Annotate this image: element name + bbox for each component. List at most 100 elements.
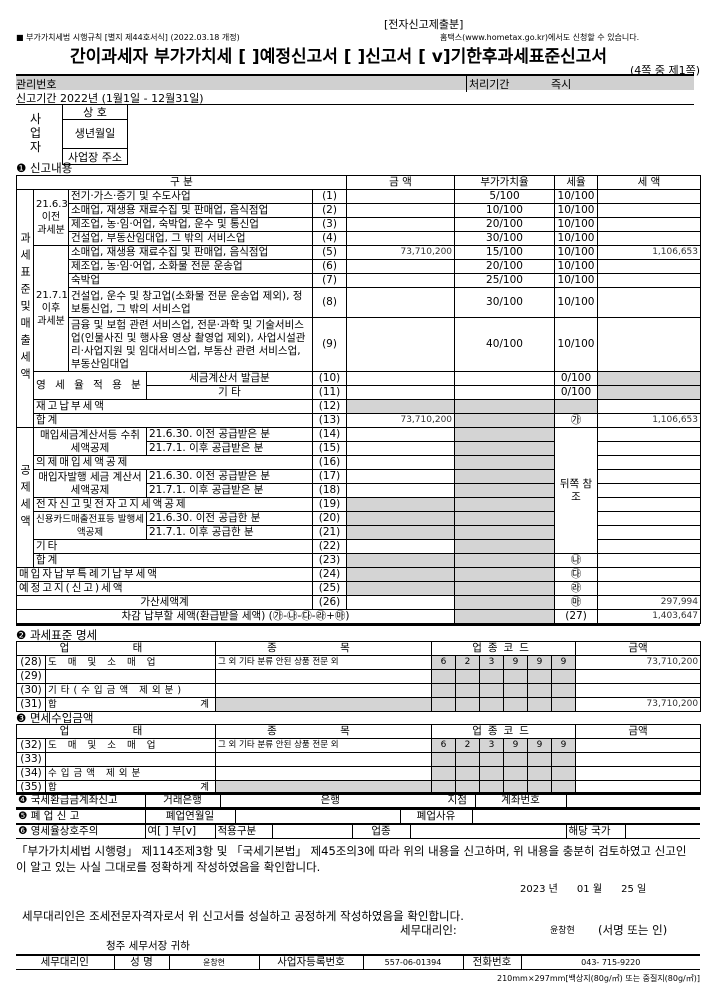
apply-type-label: 적용구분 bbox=[214, 823, 273, 839]
account-number-field bbox=[565, 792, 700, 808]
table-row: 제조업, 농·임·어업, 숙박업, 운수 및 통신업 (3) 20/100 10/10… bbox=[17, 217, 702, 232]
line-number: (30) bbox=[16, 683, 46, 698]
item bbox=[215, 669, 433, 684]
amount-cell: 73,710,200 bbox=[346, 413, 456, 428]
header-business-type: 업 태 bbox=[15, 641, 217, 656]
table-row: 차감 납부할 세액(환급받을 세액) (㉮-㉯-㉰-㉱+㉲) (27) 1,403,… bbox=[15, 609, 702, 624]
table-row: 건설업, 운수 및 창고업(소화물 전문 운송업 제외), 정보통신업, 그 밖… bbox=[17, 287, 702, 318]
vat-rate-cell bbox=[454, 497, 556, 512]
tax-cell bbox=[597, 259, 702, 274]
registration-number: 557-06-01394 bbox=[362, 954, 464, 970]
processing-period-label: 처리기간 bbox=[466, 76, 509, 92]
vat-rate-cell bbox=[454, 525, 556, 540]
category-desc: 건설업, 운수 및 창고업(소화물 전문 운송업 제외), 정보통신업, 그 밖… bbox=[68, 287, 313, 318]
invoice-deduction-label: 매입세금계산서등 수취세액공제 bbox=[33, 427, 147, 456]
table-row: (33) bbox=[16, 752, 702, 767]
vat-rate-cell bbox=[454, 609, 556, 624]
header-category: 구 분 bbox=[15, 175, 348, 190]
line-number: (8) bbox=[311, 287, 348, 318]
vat-rate-cell: 10/100 bbox=[454, 203, 556, 218]
agent-signature-name: 윤창현 bbox=[550, 926, 575, 936]
section-1-title: ❶ 신고내용 bbox=[16, 161, 73, 175]
category-desc: 합계 bbox=[33, 553, 313, 568]
tax-rate-cell: 0/100 bbox=[554, 385, 599, 400]
table-row: (30) 기타(수입금액 제외분) bbox=[16, 683, 702, 698]
vat-rate-cell bbox=[454, 539, 556, 554]
category-desc: 의제매입세액공제 bbox=[33, 455, 313, 470]
header-tax: 세 액 bbox=[597, 175, 702, 190]
business-type: 도 매 및 소 매 업 bbox=[44, 655, 217, 670]
header-item: 종 목 bbox=[215, 724, 433, 739]
table-row: (31) 합 계 73,710,200 bbox=[16, 697, 702, 712]
tax-rate-cell: ㉯ bbox=[554, 553, 599, 568]
business-type: 합 계 bbox=[44, 697, 217, 712]
category-desc: 금융 및 보험 관련 서비스업, 전문·과학 및 기술서비스업(인물사진 및 행… bbox=[68, 317, 313, 372]
category-desc: 건설업, 부동산임대업, 그 밖의 서비스업 bbox=[68, 231, 313, 246]
industry-code-digit bbox=[551, 697, 577, 712]
industry-code-digit: 6 bbox=[431, 738, 457, 753]
industry-code-digit bbox=[527, 752, 553, 767]
amount-cell bbox=[346, 483, 456, 498]
industry-code-digit bbox=[527, 669, 553, 684]
industry-code-digit bbox=[551, 752, 577, 767]
line-number: (13) bbox=[311, 413, 348, 428]
industry-code-digit bbox=[479, 766, 505, 781]
industry-code-digit bbox=[455, 752, 481, 767]
item bbox=[215, 752, 433, 767]
table-row: 전자신고및전자고지세액공제 (19) bbox=[17, 497, 702, 512]
tax-rate-cell bbox=[554, 399, 599, 414]
electronic-filing-label: [전자신고제출분] bbox=[384, 18, 464, 31]
month-unit: 월 bbox=[592, 884, 603, 895]
category-desc: 21.6.30. 이전 공급한 분 bbox=[146, 511, 313, 526]
tax-cell: 1,106,653 bbox=[597, 413, 702, 428]
header-amount: 금 액 bbox=[346, 175, 456, 190]
category-desc: 매입자납부특례기납부세액 bbox=[16, 567, 313, 582]
tax-cell bbox=[597, 525, 702, 540]
amount-cell bbox=[575, 669, 702, 684]
industry-code-digit bbox=[431, 669, 457, 684]
bank-label: 거래은행 bbox=[144, 792, 221, 808]
filing-period: 신고기간 2022년 (1월1일 - 12월31일) bbox=[16, 92, 204, 105]
declaration-date: 2023 년 01 월 25 일 bbox=[520, 880, 646, 895]
reciprocity-yes-no: 여[ ] 부[v] bbox=[144, 823, 216, 839]
business-labels: 상 호 생년월일 사업장 주소 bbox=[62, 104, 128, 165]
closure-reason-label: 폐업사유 bbox=[399, 808, 473, 824]
agent-info-row: 세무대리인 성 명 윤창현 사업자등록번호 557-06-01394 전화번호 043- 7… bbox=[16, 954, 700, 970]
vat-rate-cell bbox=[454, 567, 556, 582]
industry-label: 업종 bbox=[351, 823, 411, 839]
vat-rate-cell bbox=[454, 553, 556, 568]
bank-field: 은행 bbox=[219, 792, 440, 808]
industry-code-digit bbox=[455, 669, 481, 684]
header-tax-rate: 세율 bbox=[554, 175, 599, 190]
tax-rate-cell: 10/100 bbox=[554, 203, 599, 218]
vat-rate-cell bbox=[454, 385, 556, 400]
country-label: 해당 국가 bbox=[565, 823, 626, 839]
category-desc: 소매업, 재생용 재료수집 및 판매업, 음식점업 bbox=[68, 245, 313, 260]
amount-cell bbox=[346, 399, 456, 414]
table-row: 건설업, 부동산임대업, 그 밖의 서비스업 (4) 30/100 10/100 bbox=[17, 231, 702, 246]
header-business-type: 업 태 bbox=[15, 724, 217, 739]
reciprocity-row: ❻ 영세율상호주의 여[ ] 부[v] 적용구분 업종 해당 국가 bbox=[16, 823, 700, 839]
industry-code-digit bbox=[551, 669, 577, 684]
declaration-text: 「부가가치세법 시행령」 제114조제3항 및 「국세기본법」 제45조의3에 … bbox=[16, 844, 687, 874]
amount-cell bbox=[346, 385, 456, 400]
tax-rate-cell: 10/100 bbox=[554, 245, 599, 260]
line-number: (11) bbox=[311, 385, 348, 400]
vat-rate-cell bbox=[454, 469, 556, 484]
amount-cell bbox=[346, 511, 456, 526]
line-number: (10) bbox=[311, 371, 348, 386]
industry-code-digit bbox=[479, 697, 505, 712]
vat-rate-cell: 20/100 bbox=[454, 217, 556, 232]
amount-cell bbox=[346, 595, 456, 610]
amount-cell bbox=[346, 469, 456, 484]
table-row: 공제세액 매입세금계산서등 수취세액공제 21.6.30. 이전 공급받은 분 (14… bbox=[16, 427, 702, 568]
industry-code-digit bbox=[431, 752, 457, 767]
category-desc: 기 타 bbox=[146, 385, 313, 400]
zero-rate-label: 영 세 율 적 용 분 bbox=[33, 371, 147, 400]
line-number: (20) bbox=[311, 511, 348, 526]
